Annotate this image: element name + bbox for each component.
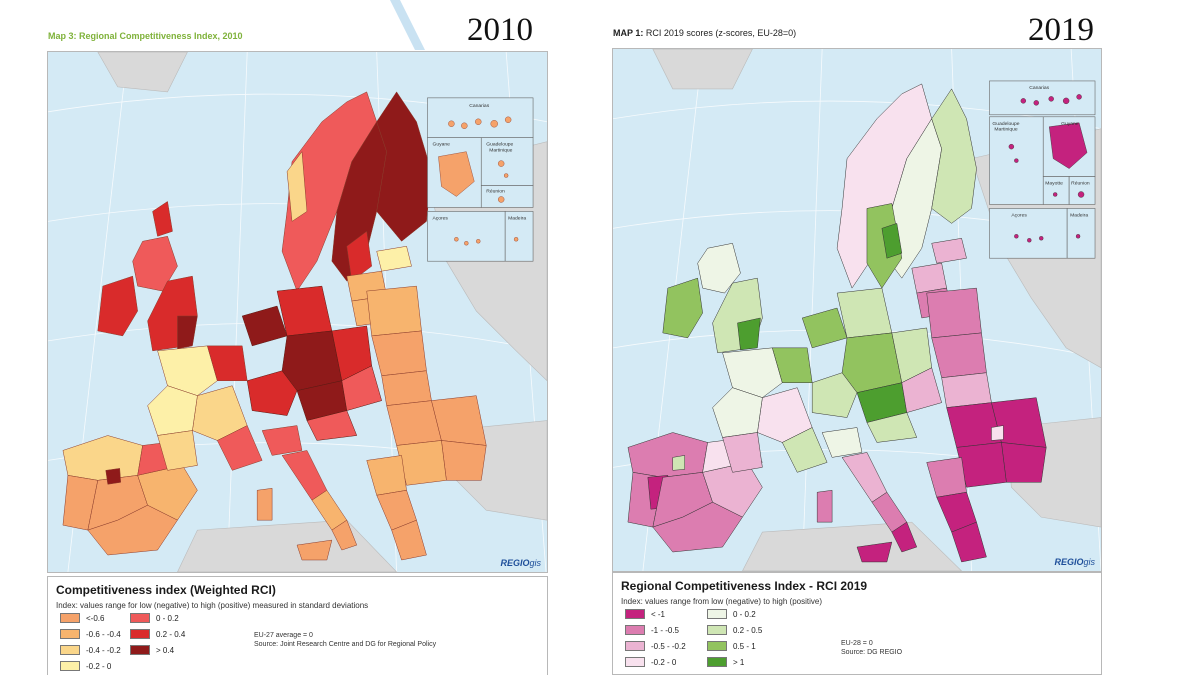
legend-swatch (625, 625, 645, 635)
inset-label-reunion: Réunion (486, 188, 505, 194)
inset-label-mayotte: Mayotte (1045, 181, 1063, 187)
legend-swatch (707, 657, 727, 667)
legend-item: -0.6 - -0.4 (60, 629, 121, 639)
legend-item: <-0.6 (60, 613, 104, 623)
legend-subtitle-2019: Index: values range from low (negative) … (621, 597, 822, 606)
inset-label-canarias: Canarias (1029, 85, 1049, 91)
legend-item: 0.2 - 0.4 (130, 629, 185, 639)
regiogis-logo-2019: REGIOgis (1054, 557, 1095, 567)
legend-swatch (60, 661, 80, 671)
inset-label-martinique: Martinique (994, 127, 1017, 133)
decorative-stripe (390, 0, 425, 50)
legend-swatch (707, 609, 727, 619)
legend-swatch (60, 645, 80, 655)
legend-swatch (130, 613, 150, 623)
inset-label-acores: Açores (432, 215, 448, 221)
legend-item: -0.4 - -0.2 (60, 645, 121, 655)
inset-label-madeira: Madeira (508, 215, 526, 221)
legend-swatch (707, 641, 727, 651)
legend-swatch (60, 613, 80, 623)
map-2010: Canarias Guyane Guadeloupe Martinique Ré… (47, 51, 548, 573)
legend-item: 0 - 0.2 (707, 609, 756, 619)
legend-title-2010: Competitiveness index (Weighted RCI) (56, 583, 276, 597)
legend-subtitle-2010: Index: values range for low (negative) t… (56, 601, 369, 610)
map-2019: Canarias Guadeloupe Martinique Guyane Ma… (612, 48, 1102, 572)
year-label-2019: 2019 (1028, 12, 1094, 48)
legend-note-2010: EU-27 average = 0 Source: Joint Research… (254, 632, 437, 648)
europe-map-2019: Canarias Guadeloupe Martinique Guyane Ma… (613, 49, 1101, 571)
legend-swatch (625, 641, 645, 651)
legend-item: < -1 (625, 609, 665, 619)
legend-item: 0.5 - 1 (707, 641, 756, 651)
legend-2019: Regional Competitiveness Index - RCI 201… (612, 572, 1102, 675)
map-panel-2010: Map 3: Regional Competitiveness Index, 2… (0, 0, 560, 675)
legend-swatch (130, 645, 150, 655)
inset-label-martinique: Martinique (489, 148, 512, 154)
inset-label-guadeloupe: Guadeloupe (486, 142, 513, 148)
map-caption-2010: Map 3: Regional Competitiveness Index, 2… (48, 31, 243, 41)
inset-label-acores: Açores (1011, 212, 1027, 218)
legend-item: > 1 (707, 657, 744, 667)
legend-swatch (707, 625, 727, 635)
legend-note-2019: EU-28 = 0 Source: DG REGIO (841, 640, 903, 656)
legend-item: -0.2 - 0 (625, 657, 676, 667)
map-caption-2019: MAP 1: RCI 2019 scores (z-scores, EU-28=… (613, 28, 797, 38)
legend-item: -1 - -0.5 (625, 625, 679, 635)
inset-label-canarias: Canarias (469, 103, 489, 109)
legend-2010: Competitiveness index (Weighted RCI) Ind… (47, 576, 548, 675)
legend-item: 0 - 0.2 (130, 613, 179, 623)
legend-swatch (625, 609, 645, 619)
year-label-2010: 2010 (467, 12, 533, 48)
legend-swatch (130, 629, 150, 639)
legend-item: -0.5 - -0.2 (625, 641, 686, 651)
inset-label-reunion: Réunion (1071, 181, 1090, 187)
inset-label-guyane: Guyane (1061, 121, 1079, 127)
europe-map-2010: Canarias Guyane Guadeloupe Martinique Ré… (48, 52, 547, 572)
legend-item: -0.2 - 0 (60, 661, 111, 671)
legend-swatch (625, 657, 645, 667)
inset-label-guadeloupe: Guadeloupe (992, 121, 1019, 127)
inset-label-guyane: Guyane (432, 142, 450, 148)
inset-label-madeira: Madeira (1070, 212, 1088, 218)
regiogis-logo-2010: REGIOgis (500, 558, 541, 568)
legend-item: > 0.4 (130, 645, 174, 655)
map-panel-2019: MAP 1: RCI 2019 scores (z-scores, EU-28=… (600, 0, 1200, 675)
legend-item: 0.2 - 0.5 (707, 625, 762, 635)
legend-swatch (60, 629, 80, 639)
legend-title-2019: Regional Competitiveness Index - RCI 201… (621, 579, 868, 593)
